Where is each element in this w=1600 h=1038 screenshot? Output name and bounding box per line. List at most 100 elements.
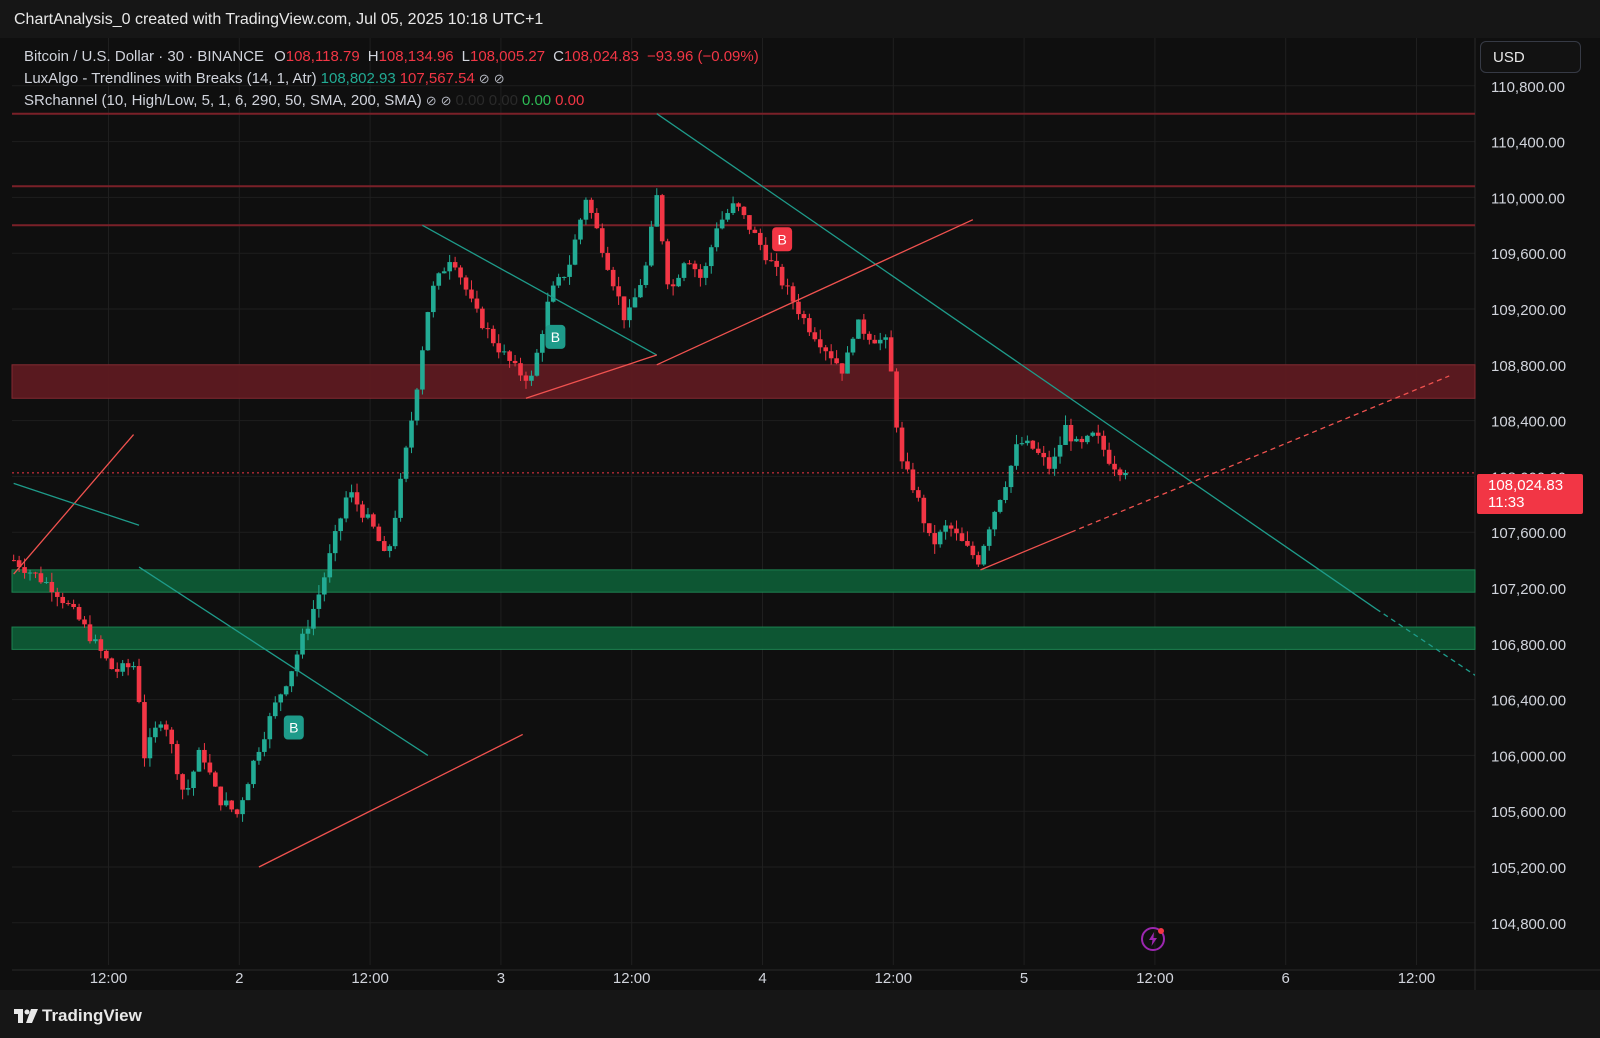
candle-body bbox=[1003, 487, 1008, 500]
resistance-zone bbox=[11, 364, 1476, 399]
candle-body bbox=[371, 514, 376, 527]
trendline bbox=[656, 113, 1377, 610]
eye-off-icon[interactable]: ⊘ bbox=[440, 93, 452, 108]
x-tick-label: 12:00 bbox=[90, 970, 128, 987]
legend-indicator2-row[interactable]: SRchannel (10, High/Low, 5, 1, 6, 290, 5… bbox=[24, 90, 759, 112]
candle-body bbox=[872, 339, 878, 344]
candle-body bbox=[180, 774, 185, 790]
bar-countdown: 11:33 bbox=[1488, 494, 1525, 511]
eye-off-icon[interactable]: ⊘ bbox=[478, 71, 490, 86]
candle-body bbox=[659, 195, 665, 242]
candle-body bbox=[992, 511, 997, 530]
candle-body bbox=[300, 633, 305, 655]
trendline bbox=[13, 434, 135, 575]
candle-body bbox=[730, 203, 736, 214]
candle-body bbox=[1085, 435, 1090, 443]
candle-body bbox=[725, 213, 730, 220]
candle-body bbox=[480, 308, 485, 329]
candle-body bbox=[741, 206, 747, 216]
candle-body bbox=[632, 297, 638, 308]
candle-body bbox=[469, 289, 474, 299]
trendline bbox=[525, 354, 657, 399]
candle-body bbox=[409, 420, 414, 448]
candle-body bbox=[147, 737, 153, 759]
candle-body bbox=[213, 772, 218, 787]
candle-body bbox=[719, 219, 725, 229]
candle-body bbox=[801, 314, 807, 319]
x-tick-label: 12:00 bbox=[1136, 970, 1174, 987]
candle-body bbox=[1095, 432, 1101, 436]
candle-body bbox=[916, 490, 921, 498]
last-price-value: 108,024.83 bbox=[1488, 477, 1564, 494]
chart-attribution: ChartAnalysis_0 created with TradingView… bbox=[14, 11, 544, 28]
candle-body bbox=[425, 312, 431, 351]
y-tick-label: 105,200.00 bbox=[1491, 860, 1566, 877]
candle-body bbox=[790, 286, 796, 302]
candle-body bbox=[316, 594, 322, 609]
y-tick-label: 107,600.00 bbox=[1491, 525, 1566, 542]
candle-body bbox=[883, 337, 888, 340]
candle-body bbox=[33, 572, 38, 574]
candle-body bbox=[163, 724, 169, 730]
candle-body bbox=[174, 744, 180, 775]
trendline bbox=[656, 219, 974, 366]
candle-body bbox=[670, 284, 676, 287]
trendline bbox=[422, 224, 658, 356]
y-tick-label: 106,000.00 bbox=[1491, 748, 1566, 765]
candle-body bbox=[229, 800, 234, 810]
chart-pane[interactable] bbox=[12, 38, 1588, 990]
candle-body bbox=[142, 702, 147, 759]
candle-body bbox=[665, 241, 670, 285]
indicator2-value-2: 0.00 bbox=[488, 92, 518, 109]
candle-body bbox=[234, 809, 240, 815]
candle-body bbox=[1030, 440, 1036, 449]
candle-body bbox=[861, 319, 867, 334]
x-tick-label: 12:00 bbox=[613, 970, 651, 987]
candle-body bbox=[16, 560, 22, 568]
candle-body bbox=[245, 784, 251, 801]
lightning-icon[interactable] bbox=[1140, 926, 1166, 952]
x-tick-label: 12:00 bbox=[351, 970, 389, 987]
candle-body bbox=[714, 228, 720, 248]
y-tick-label: 107,200.00 bbox=[1491, 581, 1566, 598]
symbol-label: Bitcoin / U.S. Dollar · 30 · BINANCE bbox=[24, 48, 265, 65]
signal-badge-bullish bbox=[283, 715, 304, 740]
candle-body bbox=[327, 553, 333, 578]
legend-indicator1-row[interactable]: LuxAlgo - Trendlines with Breaks (14, 1,… bbox=[24, 68, 759, 90]
candle-body bbox=[834, 358, 839, 364]
currency-selector[interactable]: USD bbox=[1480, 41, 1581, 73]
candle-body bbox=[687, 263, 692, 265]
candle-body bbox=[49, 581, 55, 593]
candle-body bbox=[349, 492, 354, 498]
candle-body bbox=[207, 762, 213, 773]
x-tick-label: 4 bbox=[758, 970, 766, 987]
candle-body bbox=[681, 263, 687, 278]
candle-body bbox=[610, 269, 616, 287]
candle-body bbox=[556, 277, 561, 286]
y-tick-label: 108,400.00 bbox=[1491, 414, 1566, 431]
candle-body bbox=[540, 334, 545, 353]
candle-body bbox=[1068, 424, 1074, 442]
eye-off-icon[interactable]: ⊘ bbox=[425, 93, 437, 108]
candle-body bbox=[398, 478, 403, 518]
candle-body bbox=[845, 352, 850, 374]
y-tick-label: 108,800.00 bbox=[1491, 358, 1566, 375]
candle-body bbox=[458, 267, 463, 278]
legend-symbol-row[interactable]: Bitcoin / U.S. Dollar · 30 · BINANCE O 10… bbox=[24, 46, 759, 68]
candle-body bbox=[1112, 463, 1117, 470]
candle-body bbox=[768, 260, 774, 262]
candle-body bbox=[452, 262, 458, 268]
candle-body bbox=[120, 663, 125, 672]
candle-body bbox=[654, 195, 660, 227]
indicator1-label: LuxAlgo - Trendlines with Breaks (14, 1,… bbox=[24, 70, 317, 87]
candle-body bbox=[888, 337, 894, 372]
candle-body bbox=[202, 749, 207, 763]
eye-off-icon[interactable]: ⊘ bbox=[493, 71, 505, 86]
candle-body bbox=[496, 343, 502, 353]
candle-body bbox=[44, 581, 49, 583]
candle-body bbox=[703, 266, 709, 278]
candle-body bbox=[997, 499, 1003, 512]
tradingview-logo[interactable]: TradingView bbox=[14, 1006, 142, 1026]
candle-body bbox=[1046, 457, 1052, 469]
